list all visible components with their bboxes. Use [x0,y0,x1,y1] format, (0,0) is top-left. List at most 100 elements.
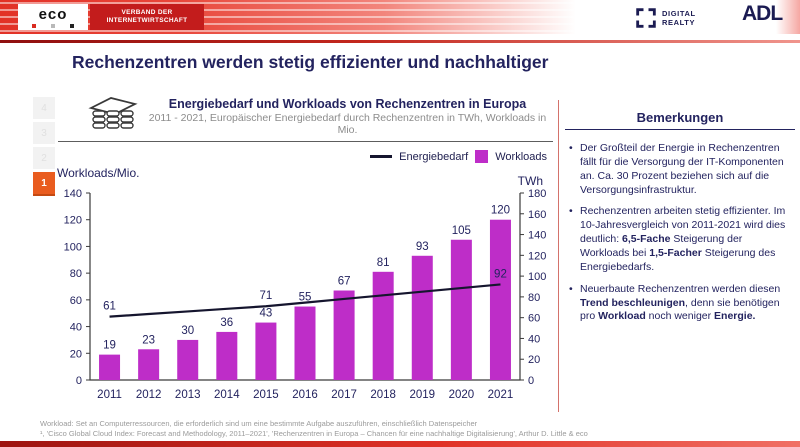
panel-divider [558,100,559,412]
remarks-title-underline [565,129,795,130]
x-axis-label-2012: 2012 [136,389,162,401]
nav-box-2[interactable]: 2 [33,147,55,169]
line-label-2021: 92 [494,268,507,280]
legend-workloads-swatch [475,150,489,163]
left-axis-tick-label: 0 [76,375,82,387]
digital-realty-bracket-icon [636,8,656,28]
right-axis-tick-label: 40 [528,333,540,345]
bar-label-2016: 55 [299,292,312,304]
right-axis-tick-label: 20 [528,354,540,366]
legend-energiebedarf-label: Energiebedarf [399,150,469,163]
dr-line1: DIGITAL [662,9,696,18]
dr-line2: REALTY [662,18,696,27]
nav-box-4[interactable]: 4 [33,97,55,119]
x-axis-label-2016: 2016 [292,389,318,401]
badge-line1: VERBAND DER [121,8,173,16]
bar-2019 [411,255,433,380]
bar-2014 [216,331,238,380]
footnote-sources: ¹, 'Cisco Global Cloud Index: Forecast a… [40,429,588,439]
x-axis-label-2013: 2013 [175,389,201,401]
bar-label-2017: 67 [338,276,351,288]
remarks-title: Bemerkungen [636,110,724,125]
bar-2015 [255,322,277,380]
bar-label-2021: 120 [491,205,510,217]
bar-label-2014: 36 [220,317,233,329]
bar-2020 [450,239,472,380]
right-axis-title: TWh [517,174,543,188]
adl-logo: ADL [742,2,783,25]
bar-label-2015: 43 [260,308,273,320]
x-axis-label-2017: 2017 [331,389,357,401]
x-axis-label-2019: 2019 [409,389,435,401]
right-axis-tick-label: 60 [528,313,540,325]
x-axis-label-2014: 2014 [214,389,240,401]
remarks-panel: Bemerkungen Der Großteil der Energie in … [565,110,795,332]
bar-2013 [177,339,199,380]
bottom-accent-bar [0,441,800,447]
left-axis-title: Workloads/Mio. [57,166,140,180]
remarks-list: Der Großteil der Energie in Rechenzentre… [565,142,795,324]
nav-box-3[interactable]: 3 [33,122,55,144]
x-axis-label-2018: 2018 [370,389,396,401]
x-axis-label-2011: 2011 [97,389,122,401]
eco-logo-dots [32,23,74,28]
remark-bullet: Rechenzentren arbeiten stetig effiziente… [569,205,793,274]
left-axis-tick-label: 20 [70,348,82,360]
chart-header-divider [58,141,553,142]
chart-header: Energiebedarf und Workloads von Rechenze… [33,95,557,136]
line-label-2011: 61 [103,301,116,313]
bar-2018 [372,271,394,380]
bar-2012 [138,349,160,380]
left-axis-tick-label: 120 [64,215,82,227]
eco-dot-gray [51,23,55,28]
eco-dot-red [32,23,36,28]
eco-logo: eco [18,4,88,30]
left-axis-tick-label: 60 [70,295,82,307]
eco-association-badge: VERBAND DER INTERNETWIRTSCHAFT [90,4,204,30]
line-label-2015: 71 [260,290,273,302]
bar-2016 [294,306,316,380]
energiebedarf-line [109,283,501,318]
bar-label-2020: 105 [452,225,471,237]
bar-label-2011: 19 [103,340,116,352]
x-axis-label-2021: 2021 [488,389,514,401]
bar-2021 [489,219,511,380]
chart-section: Energiebedarf und Workloads von Rechenze… [33,95,557,401]
right-axis-tick-label: 180 [528,188,546,200]
bar-2017 [333,290,355,380]
remark-bullet: Neuerbaute Rechenzentren werden diesen T… [569,283,793,325]
nav-box-1-active[interactable]: 1 [33,172,55,196]
x-axis-label-2020: 2020 [449,389,475,401]
left-axis-tick-label: 140 [64,188,82,200]
digital-realty-logo: DIGITAL REALTY [636,8,696,28]
badge-line2: INTERNETWIRTSCHAFT [106,17,188,24]
remark-bullet: Der Großteil der Energie in Rechenzentre… [569,142,793,197]
bar-2011 [99,354,121,380]
footnote-definition: Workload: Set an Computerressourcen, die… [40,419,478,428]
chart-legend: Energiebedarf Workloads [370,150,547,163]
chart-subtitle: 2011 - 2021, Europäischer Energiebedarf … [148,112,547,136]
eco-dot-black [70,23,74,28]
header-rule [0,40,800,43]
top-banner: eco VERBAND DER INTERNETWIRTSCHAFT DIGIT… [0,0,800,34]
chart-header-text: Energiebedarf und Workloads von Rechenze… [138,95,557,136]
digital-realty-text: DIGITAL REALTY [662,9,696,27]
plot-header: Energiebedarf Workloads Workloads/Mio. T… [33,142,557,193]
datacenter-icon [88,97,138,129]
right-axis-tick-label: 0 [528,375,534,387]
right-axis-tick-label: 120 [528,250,546,262]
page-title: Rechenzentren werden stetig effizienter … [72,52,549,72]
bar-label-2019: 93 [416,241,429,253]
source-footnote: Workload: Set an Computerressourcen, die… [40,419,660,439]
x-axis-label-2015: 2015 [253,389,279,401]
right-axis-tick-label: 100 [528,271,546,283]
chart-svg: 0 20 40 60 80 100 120 140 0 20 40 60 80 100 120 140 160 1… [64,188,547,401]
right-axis-tick-label: 140 [528,230,546,242]
chart-title: Energiebedarf und Workloads von Rechenze… [168,97,527,111]
left-axis-tick-label: 40 [70,322,82,334]
right-axis-tick-label: 80 [528,292,540,304]
bar-label-2012: 23 [142,334,155,346]
bar-label-2018: 81 [377,257,390,269]
left-axis-tick-label: 80 [70,268,82,280]
eco-logo-text: eco [38,5,68,23]
